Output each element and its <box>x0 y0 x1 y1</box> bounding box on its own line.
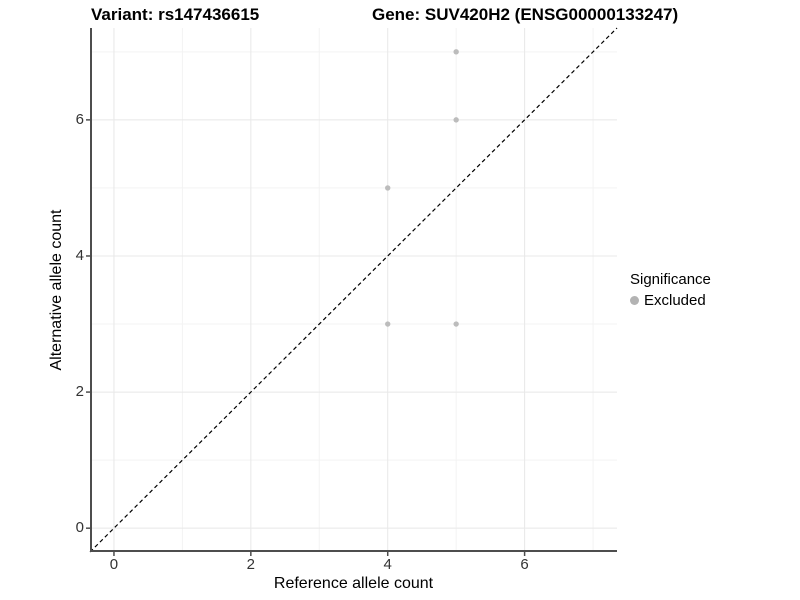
plot-title-variant: Variant: rs147436615 <box>91 5 260 24</box>
plot-panel <box>86 27 618 556</box>
legend-title: Significance <box>630 271 711 288</box>
x-tick-label: 2 <box>246 556 255 573</box>
y-tick-label: 6 <box>75 110 84 128</box>
legend-entry: Excluded <box>630 291 711 310</box>
identity-dashed-line <box>89 27 618 553</box>
x-axis-title: Reference allele count <box>273 575 434 592</box>
legend: Significance Excluded <box>630 270 711 310</box>
data-point <box>453 117 459 123</box>
legend-entry-label: Excluded <box>644 292 706 309</box>
plot-title-gene: Gene: SUV420H2 (ENSG00000133247) <box>372 5 679 24</box>
data-point <box>385 321 391 327</box>
scatter-plot-canvas <box>86 27 618 556</box>
x-tick-label: 4 <box>383 556 392 573</box>
x-tick-label: 0 <box>109 556 119 573</box>
legend-entries: Excluded <box>630 291 711 310</box>
y-axis-title: Alternative allele count <box>48 209 65 371</box>
y-tick-label: 0 <box>75 519 84 537</box>
legend-point-icon <box>630 296 639 305</box>
y-tick-label: 2 <box>75 383 84 401</box>
x-tick-label: 6 <box>520 556 529 573</box>
y-tick-label: 4 <box>75 246 84 264</box>
data-point <box>453 49 459 55</box>
data-point <box>385 185 391 191</box>
data-point <box>453 321 459 327</box>
